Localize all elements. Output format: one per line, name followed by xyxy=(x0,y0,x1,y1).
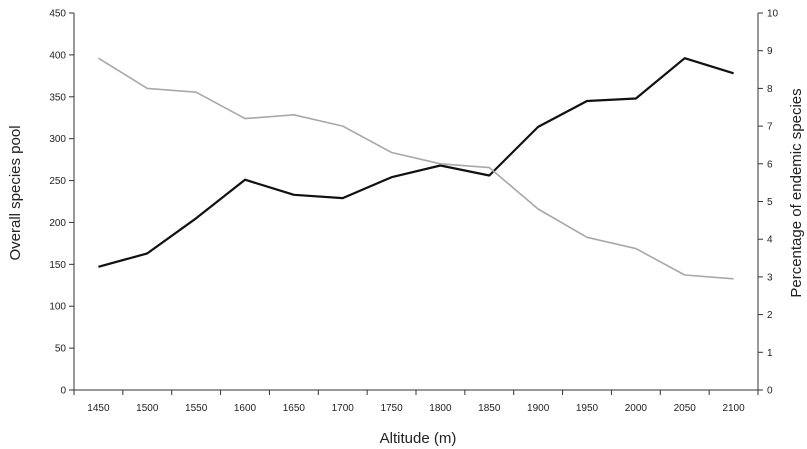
left-y-tick-label: 450 xyxy=(49,9,66,20)
right-y-tick-label: 3 xyxy=(767,272,773,283)
x-tick-label: 1500 xyxy=(136,403,159,414)
left-y-tick-label: 0 xyxy=(60,386,66,397)
left-y-tick-label: 400 xyxy=(49,50,66,61)
species-pool-line xyxy=(98,57,734,268)
x-tick-label: 1950 xyxy=(576,403,599,414)
chart-series xyxy=(97,57,734,280)
right-y-tick-label: 0 xyxy=(767,386,773,397)
right-y-tick-label: 5 xyxy=(767,197,773,208)
x-tick-label: 1550 xyxy=(185,403,208,414)
x-tick-label: 1700 xyxy=(332,403,355,414)
left-y-tick-label: 150 xyxy=(49,260,66,271)
left-y-tick-label: 300 xyxy=(49,134,66,145)
x-tick-label: 1600 xyxy=(234,403,257,414)
x-tick-label: 1750 xyxy=(380,403,403,414)
x-tick-label: 2100 xyxy=(722,403,745,414)
right-y-tick-label: 7 xyxy=(767,122,773,133)
x-tick-label: 1850 xyxy=(478,403,501,414)
endemic-percentage-line xyxy=(97,57,734,280)
right-y-tick-label: 4 xyxy=(767,235,773,246)
left-y-tick-label: 100 xyxy=(49,302,66,313)
right-y-tick-label: 6 xyxy=(767,159,773,170)
left-y-axis-ticks: 0 50 100 150 200 250 300 350 400 450 xyxy=(49,9,74,397)
left-y-tick-label: 50 xyxy=(55,344,67,355)
x-axis-title: Altitude (m) xyxy=(380,430,457,447)
x-tick-label: 1450 xyxy=(87,403,110,414)
right-y-axis-ticks: 0 1 2 3 4 5 6 7 8 9 10 xyxy=(758,9,779,397)
right-y-tick-label: 2 xyxy=(767,310,773,321)
right-y-tick-label: 10 xyxy=(767,9,779,20)
x-tick-label: 2050 xyxy=(674,403,697,414)
x-tick-label: 1800 xyxy=(429,403,452,414)
right-y-tick-label: 8 xyxy=(767,84,773,95)
x-axis-ticks: 1450 1500 1550 1600 1650 1700 1750 1800 1850 1900… xyxy=(73,390,759,414)
left-y-tick-label: 200 xyxy=(49,218,66,229)
right-y-tick-label: 1 xyxy=(767,348,773,359)
left-y-tick-label: 350 xyxy=(49,92,66,103)
left-y-tick-label: 250 xyxy=(49,176,66,187)
chart-axes xyxy=(73,13,759,391)
x-tick-label: 2000 xyxy=(625,403,648,414)
right-y-tick-label: 9 xyxy=(767,46,773,57)
x-tick-label: 1650 xyxy=(283,403,306,414)
left-y-axis-title: Overall species pool xyxy=(7,125,24,260)
x-tick-label: 1900 xyxy=(527,403,550,414)
right-y-axis-title: Percentage of endemic species xyxy=(788,88,805,297)
